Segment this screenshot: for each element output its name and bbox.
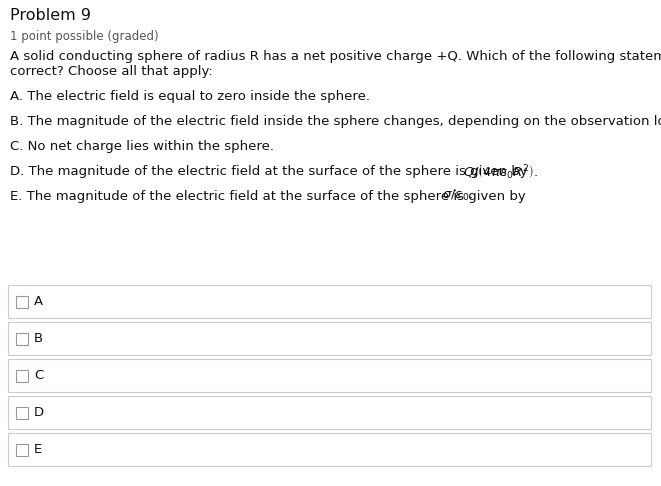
Bar (8, 285, 651, 318)
Bar (8, 396, 651, 429)
Text: A: A (34, 295, 43, 308)
Text: A. The electric field is equal to zero inside the sphere.: A. The electric field is equal to zero i… (10, 90, 370, 103)
Text: 1 point possible (graded): 1 point possible (graded) (10, 30, 159, 43)
Text: Problem 9: Problem 9 (10, 8, 91, 23)
Text: C: C (34, 369, 43, 382)
Bar (16, 369, 28, 382)
Text: $Q/\left(4\pi\epsilon_0 R^2\right)$.: $Q/\left(4\pi\epsilon_0 R^2\right)$. (463, 163, 538, 182)
Text: B: B (34, 332, 43, 345)
Bar (8, 322, 651, 355)
Bar (16, 406, 28, 418)
Text: C. No net charge lies within the sphere.: C. No net charge lies within the sphere. (10, 140, 274, 153)
Text: $\sigma/\epsilon_0$.: $\sigma/\epsilon_0$. (442, 188, 473, 203)
Bar (16, 332, 28, 345)
Text: E. The magnitude of the electric field at the surface of the sphere is given by: E. The magnitude of the electric field a… (10, 190, 530, 203)
Text: A solid conducting sphere of radius R has a net positive charge +Q. Which of the: A solid conducting sphere of radius R ha… (10, 50, 661, 63)
Bar (16, 444, 28, 455)
Bar (16, 295, 28, 308)
Text: correct? Choose all that apply:: correct? Choose all that apply: (10, 65, 213, 78)
Text: E: E (34, 443, 42, 456)
Text: B. The magnitude of the electric field inside the sphere changes, depending on t: B. The magnitude of the electric field i… (10, 115, 661, 128)
Bar (8, 433, 651, 466)
Bar (8, 359, 651, 392)
Text: D. The magnitude of the electric field at the surface of the sphere is given by: D. The magnitude of the electric field a… (10, 165, 532, 178)
Text: D: D (34, 406, 44, 419)
